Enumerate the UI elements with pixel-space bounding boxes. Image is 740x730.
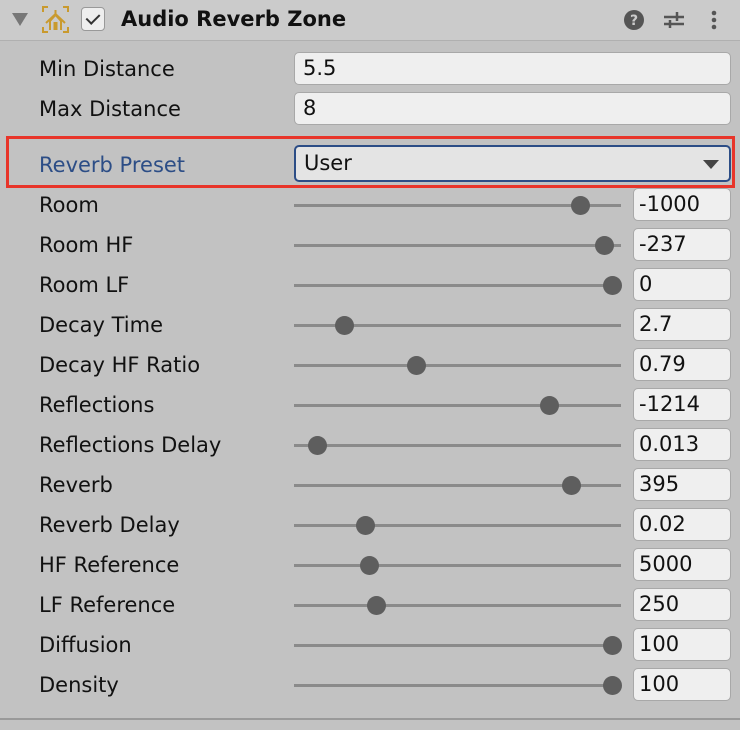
highlight-box (6, 136, 735, 188)
decay-time-slider-knob[interactable] (334, 316, 354, 335)
room-label: Room (39, 193, 99, 217)
room-hf-slider[interactable] (294, 236, 621, 255)
more-vert-icon[interactable] (702, 8, 726, 32)
room-lf-field[interactable]: 0 (633, 268, 731, 301)
lf-reference-slider-knob[interactable] (367, 596, 387, 615)
reverb-delay-field[interactable]: 0.02 (633, 508, 731, 541)
min-distance-field[interactable]: 5.5 (294, 52, 731, 85)
diffusion-label: Diffusion (39, 633, 132, 657)
decay-hf-ratio-slider[interactable] (294, 356, 621, 375)
lf-reference-slider[interactable] (294, 596, 621, 615)
svg-text:?: ? (630, 13, 638, 29)
diffusion-slider[interactable] (294, 636, 622, 655)
reflections-delay-label: Reflections Delay (39, 433, 222, 457)
preset-sliders-icon[interactable] (662, 8, 686, 32)
reflections-delay-slider[interactable] (294, 436, 621, 455)
hf-reference-slider-knob[interactable] (359, 556, 379, 575)
reflections-delay-slider-knob[interactable] (307, 436, 327, 455)
density-label: Density (39, 673, 119, 697)
decay-time-label: Decay Time (39, 313, 164, 337)
lf-reference-field[interactable]: 250 (633, 588, 731, 621)
chevron-down-icon (703, 160, 719, 169)
density-slider[interactable] (294, 676, 622, 695)
min-distance-label: Min Distance (39, 57, 175, 81)
reverb-slider[interactable] (294, 476, 621, 495)
density-slider-knob[interactable] (603, 676, 622, 695)
decay-hf-ratio-slider-knob[interactable] (407, 356, 427, 375)
foldout-triangle-icon[interactable] (12, 13, 28, 26)
help-icon[interactable]: ? (622, 8, 646, 32)
room-hf-field[interactable]: -237 (633, 228, 731, 261)
diffusion-slider-knob[interactable] (603, 636, 622, 655)
reverb-delay-slider[interactable] (294, 516, 621, 535)
reflections-slider[interactable] (294, 396, 621, 415)
max-distance-label: Max Distance (39, 97, 181, 121)
component-title: Audio Reverb Zone (121, 7, 347, 31)
enabled-checkbox[interactable] (81, 7, 105, 31)
density-field[interactable]: 100 (633, 668, 731, 701)
reverb-delay-slider-knob[interactable] (355, 516, 375, 535)
diffusion-field[interactable]: 100 (633, 628, 731, 661)
room-lf-slider[interactable] (294, 276, 622, 295)
reverb-label: Reverb (39, 473, 113, 497)
reverb-delay-label: Reverb Delay (39, 513, 180, 537)
decay-time-field[interactable]: 2.7 (633, 308, 731, 341)
decay-time-slider[interactable] (294, 316, 621, 335)
room-slider[interactable] (294, 196, 621, 215)
room-hf-label: Room HF (39, 233, 134, 257)
room-lf-slider-knob[interactable] (603, 276, 622, 295)
room-field[interactable]: -1000 (633, 188, 731, 221)
room-lf-label: Room LF (39, 273, 130, 297)
hf-reference-label: HF Reference (39, 553, 180, 577)
room-hf-slider-knob[interactable] (594, 236, 614, 255)
max-distance-field[interactable]: 8 (294, 92, 731, 125)
lf-reference-label: LF Reference (39, 593, 176, 617)
decay-hf-ratio-field[interactable]: 0.79 (633, 348, 731, 381)
reverb-preset-value: User (304, 151, 352, 175)
room-slider-knob[interactable] (571, 196, 591, 215)
reflections-label: Reflections (39, 393, 155, 417)
decay-hf-ratio-label: Decay HF Ratio (39, 353, 201, 377)
reverb-field[interactable]: 395 (633, 468, 731, 501)
reflections-field[interactable]: -1214 (633, 388, 731, 421)
hf-reference-slider[interactable] (294, 556, 621, 575)
reflections-delay-field[interactable]: 0.013 (633, 428, 731, 461)
hf-reference-field[interactable]: 5000 (633, 548, 731, 581)
reverb-preset-label: Reverb Preset (39, 153, 186, 177)
reverb-slider-knob[interactable] (562, 476, 582, 495)
component-header: Audio Reverb Zone ? (0, 0, 740, 41)
audio-reverb-zone-icon (42, 6, 69, 33)
reflections-slider-knob[interactable] (540, 396, 560, 415)
reverb-preset-dropdown[interactable]: User (294, 145, 731, 182)
divider (0, 718, 740, 720)
